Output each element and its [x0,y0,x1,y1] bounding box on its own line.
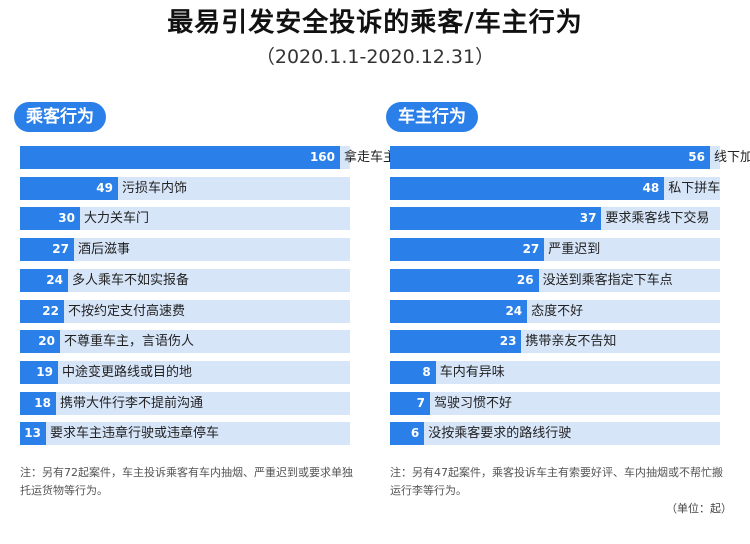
bar [20,330,60,354]
bar-row: 13 要求车主违章行驶或违章停车 [20,422,350,446]
bar-track [390,422,720,446]
unit-label: （单位：起） [666,502,732,515]
bar-track [20,391,350,415]
bar-value-label: 30 [58,211,75,226]
bar-row: 23 携带亲友不告知 [390,330,720,354]
bar-value-label: 22 [42,303,59,318]
chart-title: 最易引发安全投诉的乘客/车主行为 [167,8,583,38]
bar [390,207,602,231]
bar-category-label: 线下加价 [714,150,750,165]
bar-category-label: 多人乘车不如实报备 [72,272,190,288]
bar-value-label: 24 [505,303,523,318]
bar-row: 22 不按约定支付高速费 [20,299,350,323]
bar-track [20,207,350,231]
bar-category-label: 态度不好 [531,303,584,319]
panel-header-passenger: 乘客行为 [14,102,106,132]
bar-category-label: 没送到乘客指定下车点 [542,272,673,288]
bar [390,360,436,384]
bar [390,238,545,262]
panel-header-driver: 车主行为 [386,102,478,132]
bar-value-label: 37 [579,211,597,226]
bar-chart-passenger: 160拿走车主随用物品 49 污损车内饰 30 大力关车门 27 酒后滋事 24 多人乘车不如实… [20,146,448,446]
bar-value-label: 26 [516,272,534,287]
bar-row: 8 车内有异味 [390,360,720,384]
bar-category-label: 污损车内饰 [122,180,188,196]
bar-value-label: 27 [52,242,69,257]
bar [390,330,522,354]
bar-value-label: 24 [46,272,63,287]
bar-track [20,422,350,446]
bar-value-label: 7 [416,395,425,410]
note-driver: 注：另有47起案件，乘客投诉车主有索要好评、车内抽烟或不帮忙搬运行李等行为。 [390,466,723,497]
chart-subtitle: （2020.1.1-2020.12.31） [255,46,495,68]
bar [20,238,74,262]
bar-row: 30 大力关车门 [20,207,350,231]
bar-value-label: 8 [422,364,431,379]
bar-value-label: 56 [688,150,705,164]
bar [20,146,340,169]
bar [390,176,665,200]
bar-row: 27 严重迟到 [390,238,720,262]
bar-category-label: 严重迟到 [548,242,601,258]
bar-category-label: 要求乘客线下交易 [605,211,710,227]
bar-category-label: 酒后滋事 [78,242,131,258]
bar-row: 19 中途变更路线或目的地 [20,360,350,384]
bar-row: 18 携带大件行李不提前沟通 [20,391,350,415]
bar-track [20,360,350,384]
bar [390,422,425,446]
bar-row: 24 态度不好 [390,299,720,323]
bar [390,146,710,169]
bar-category-label: 携带亲友不告知 [525,334,617,350]
bar [20,207,80,231]
bar [390,299,528,323]
bar-value-label: 48 [642,180,660,195]
bar-value-label: 19 [36,364,53,379]
bar-category-label: 携带大件行李不提前沟通 [60,395,204,411]
note-passenger: 注：另有72起案件，车主投诉乘客有车内抽烟、严重迟到或要求单独托运货物等行为。 [20,466,353,497]
bar-category-label: 不按约定支付高速费 [68,303,186,319]
bar-track [20,299,350,323]
bar-value-label: 23 [499,334,517,349]
bar [20,299,64,323]
bar-track [390,360,720,384]
bar-row: 37 要求乘客线下交易 [390,207,720,231]
bar-row: 27 酒后滋事 [20,238,350,262]
bar-row: 6 没按乘客要求的路线行驶 [390,422,720,446]
bar-category-label: 大力关车门 [84,211,150,227]
bar-row: 56 线下加价 [390,146,750,169]
bar-category-label: 不尊重车主，言语伤人 [64,334,195,350]
bar-category-label: 没按乘客要求的路线行驶 [428,426,572,442]
bar-row: 26 没送到乘客指定下车点 [390,268,720,292]
bar-category-label: 车内有异味 [439,364,505,380]
bar [20,176,118,200]
bar [20,268,68,292]
bar [390,268,539,292]
bar-track [390,391,720,415]
bar-category-label: 私下拼车 [668,180,721,196]
bar-category-label: 中途变更路线或目的地 [62,364,193,380]
bar-track [20,330,350,354]
bar [20,422,46,446]
bar-row: 20 不尊重车主，言语伤人 [20,330,350,354]
bar-row: 7 驾驶习惯不好 [390,391,720,415]
bar-chart-driver: 56 线下加价 48 私下拼车 37 要求乘客线下交易 27 严重迟到 26 没送到乘客指定下车点… [390,146,750,446]
bar [20,360,58,384]
bar-row: 24 多人乘车不如实报备 [20,268,350,292]
bar-value-label: 6 [410,426,420,441]
bar-row: 160拿走车主随用物品 [20,146,448,169]
bar-category-label: 要求车主违章行驶或违章停车 [50,426,220,442]
bar-value-label: 13 [24,426,41,441]
bar-track [20,238,350,262]
bar-value-label: 20 [38,334,55,349]
bar-track [20,268,350,292]
bar-row: 49 污损车内饰 [20,176,350,200]
bar-value-label: 27 [522,242,540,257]
bar-category-label: 驾驶习惯不好 [434,395,513,411]
bar-value-label: 18 [34,395,51,410]
bar-value-label: 49 [96,180,113,195]
bar [20,391,56,415]
bar-row: 48 私下拼车 [390,176,721,200]
bar-value-label: 160 [309,150,335,164]
bar [390,391,430,415]
